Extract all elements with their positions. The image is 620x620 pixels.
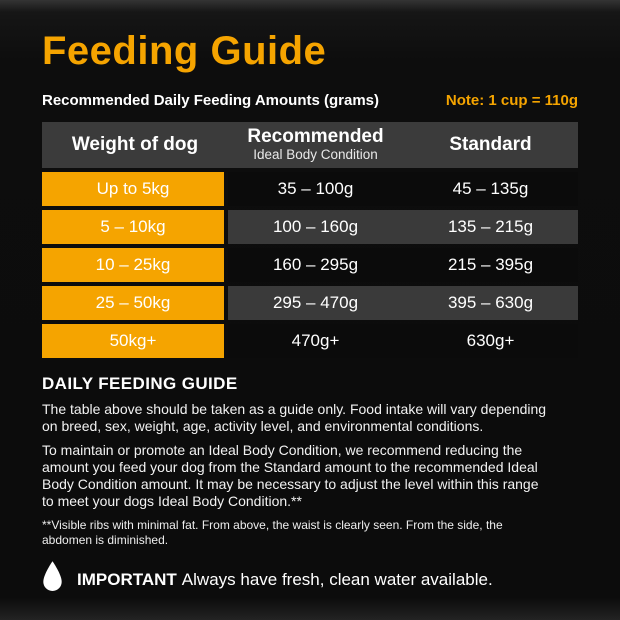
guide-paragraph-2: To maintain or promote an Ideal Body Con…: [42, 442, 578, 510]
standard-cell: 215 – 395g: [447, 255, 534, 275]
cup-note: Note: 1 cup = 110g: [445, 92, 578, 110]
table-header-row: Weight of dog Recommended Ideal Body Con…: [42, 122, 578, 169]
recommended-cell: 295 – 470g: [272, 293, 359, 313]
feeding-table: Weight of dog Recommended Ideal Body Con…: [42, 122, 578, 359]
header-recommended-sublabel: Ideal Body Condition: [253, 147, 378, 163]
important-text-line: IMPORTANT Always have fresh, clean water …: [77, 570, 493, 590]
paragraph-line: to meet your dogs Ideal Body Condition.*…: [42, 493, 302, 510]
weight-cell: 25 – 50kg: [42, 286, 224, 321]
recommended-cell: 160 – 295g: [272, 255, 359, 275]
page-subtitle: Recommended Daily Feeding Amounts (grams…: [42, 92, 380, 110]
paragraph-line: To maintain or promote an Ideal Body Con…: [42, 442, 523, 459]
header-weight-of-dog: Weight of dog: [71, 134, 199, 156]
important-message: Always have fresh, clean water available…: [181, 569, 493, 589]
header-standard: Standard: [449, 134, 532, 156]
section-heading: DAILY FEEDING GUIDE: [42, 374, 238, 394]
standard-cell: 630g+: [466, 331, 515, 351]
table-row: 5 – 10kg 100 – 160g 135 – 215g: [42, 210, 578, 245]
important-note: IMPORTANT Always have fresh, clean water …: [42, 561, 578, 598]
footnote: **Visible ribs with minimal fat. From ab…: [42, 518, 578, 548]
page-title: Feeding Guide: [42, 29, 327, 73]
weight-cell: 50kg+: [42, 324, 224, 359]
header-recommended: Recommended Ideal Body Condition: [228, 127, 403, 162]
footnote-line: abdomen is diminished.: [42, 533, 169, 548]
table-row: 25 – 50kg 295 – 470g 395 – 630g: [42, 286, 578, 321]
weight-cell: 5 – 10kg: [42, 210, 224, 245]
recommended-cell: 35 – 100g: [277, 179, 354, 199]
table-row: 10 – 25kg 160 – 295g 215 – 395g: [42, 248, 578, 283]
paragraph-line: The table above should be taken as a gui…: [42, 401, 547, 418]
recommended-cell: 470g+: [291, 331, 340, 351]
standard-cell: 135 – 215g: [447, 217, 534, 237]
guide-paragraph-1: The table above should be taken as a gui…: [42, 401, 578, 435]
weight-cell: 10 – 25kg: [42, 248, 224, 283]
recommended-cell: 100 – 160g: [272, 217, 359, 237]
important-label: IMPORTANT: [77, 569, 177, 589]
standard-cell: 395 – 630g: [447, 293, 534, 313]
header-recommended-label: Recommended: [247, 126, 384, 148]
table-row: Up to 5kg 35 – 100g 45 – 135g: [42, 172, 578, 207]
paragraph-line: Body Condition amount. It may be necessa…: [42, 476, 539, 493]
weight-cell: Up to 5kg: [42, 172, 224, 207]
standard-cell: 45 – 135g: [452, 179, 529, 199]
footnote-line: **Visible ribs with minimal fat. From ab…: [42, 518, 503, 533]
paragraph-line: amount you feed your dog from the Standa…: [42, 459, 538, 476]
water-drop-icon: [42, 561, 63, 598]
subtitle-row: Recommended Daily Feeding Amounts (grams…: [42, 92, 578, 109]
table-row: 50kg+ 470g+ 630g+: [42, 324, 578, 359]
paragraph-line: on breed, sex, weight, age, activity lev…: [42, 418, 484, 435]
